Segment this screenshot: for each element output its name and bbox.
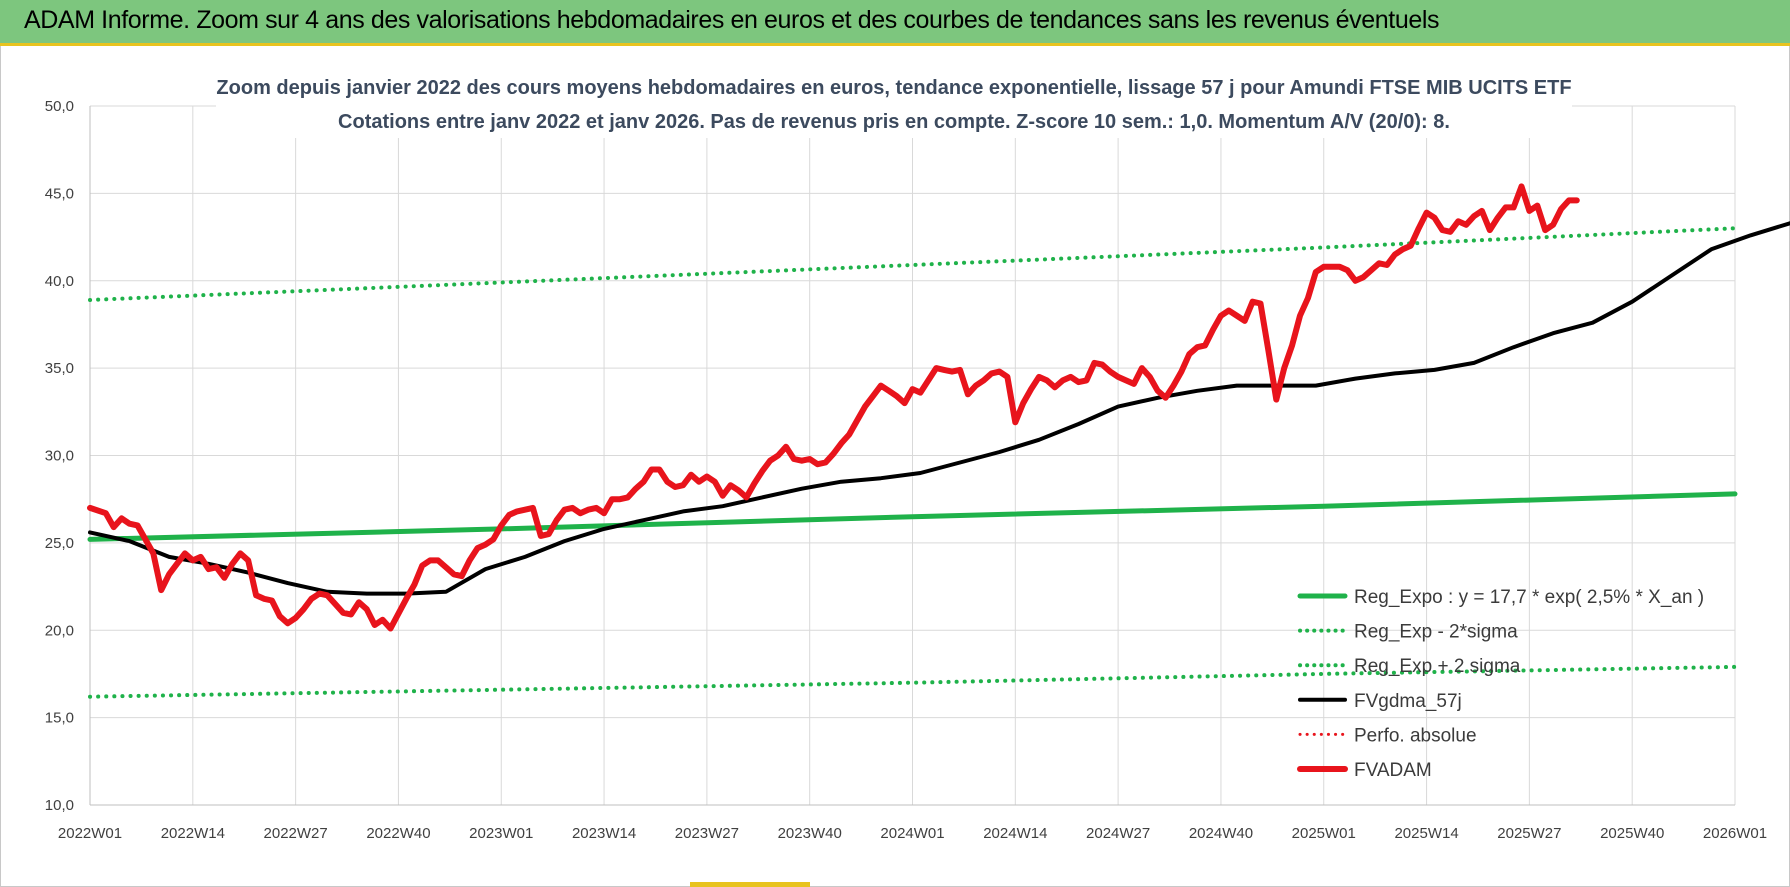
subtitle-line-1: Zoom depuis janvier 2022 des cours moyen… xyxy=(216,77,1571,99)
series-line-5 xyxy=(87,183,1580,632)
x-tick-label: 2023W14 xyxy=(572,825,636,842)
header-banner: ADAM Informe. Zoom sur 4 ans des valoris… xyxy=(0,0,1790,46)
x-tick-label: 2023W40 xyxy=(778,825,842,842)
x-tick-label: 2024W40 xyxy=(1189,825,1253,842)
y-tick-label: 10,0 xyxy=(45,797,74,814)
y-tick-label: 50,0 xyxy=(45,98,74,115)
x-tick-label: 2025W01 xyxy=(1292,825,1356,842)
y-tick-label: 25,0 xyxy=(45,535,74,552)
legend-label: Reg_Exp + 2 sigma xyxy=(1354,656,1521,677)
y-tick-label: 30,0 xyxy=(45,448,74,465)
x-tick-label: 2022W01 xyxy=(58,825,122,842)
legend-label: FVgdma_57j xyxy=(1354,691,1462,712)
x-tick-label: 2024W01 xyxy=(880,825,944,842)
series-line-0 xyxy=(87,491,1738,542)
x-tick-label: 2025W14 xyxy=(1394,825,1458,842)
series-line-1 xyxy=(88,664,1737,699)
y-tick-label: 35,0 xyxy=(45,360,74,377)
series-line-2 xyxy=(88,226,1737,302)
legend-label: Perfo. absolue xyxy=(1354,725,1477,746)
legend-label: Reg_Expo : y = 17,7 * exp( 2,5% * X_an ) xyxy=(1354,587,1704,608)
subtitle-line-2: Cotations entre janv 2022 et janv 2026. … xyxy=(338,111,1450,133)
x-tick-label: 2024W14 xyxy=(983,825,1047,842)
axes: 10,0 15,0 20,0 25,0 30,0 35,0 40,0 45,0 50,0 2022… xyxy=(45,98,1767,842)
series-line-3 xyxy=(88,221,1790,596)
x-tick-label: 2022W40 xyxy=(366,825,430,842)
bottom-accent xyxy=(690,882,810,887)
grid-lines xyxy=(89,105,1736,806)
x-tick-label: 2026W01 xyxy=(1703,825,1767,842)
y-tick-label: 45,0 xyxy=(45,185,74,202)
y-tick-label: 15,0 xyxy=(45,710,74,727)
x-tick-label: 2022W14 xyxy=(161,825,225,842)
x-tick-label: 2023W27 xyxy=(675,825,739,842)
banner-title: ADAM Informe. Zoom sur 4 ans des valoris… xyxy=(24,6,1440,34)
chart-subtitle: Zoom depuis janvier 2022 des cours moyen… xyxy=(216,70,1572,138)
x-tick-label: 2022W27 xyxy=(264,825,328,842)
y-tick-label: 40,0 xyxy=(45,273,74,290)
legend-label: Reg_Exp - 2*sigma xyxy=(1354,622,1518,643)
x-tick-label: 2023W01 xyxy=(469,825,533,842)
x-tick-label: 2024W27 xyxy=(1086,825,1150,842)
series-lines xyxy=(87,183,1790,699)
legend: Reg_Expo : y = 17,7 * exp( 2,5% * X_an )… xyxy=(1297,587,1704,781)
y-tick-label: 20,0 xyxy=(45,622,74,639)
x-tick-label: 2025W27 xyxy=(1497,825,1561,842)
legend-label: FVADAM xyxy=(1354,760,1432,781)
x-tick-label: 2025W40 xyxy=(1600,825,1664,842)
subtitle-background xyxy=(216,70,1572,138)
